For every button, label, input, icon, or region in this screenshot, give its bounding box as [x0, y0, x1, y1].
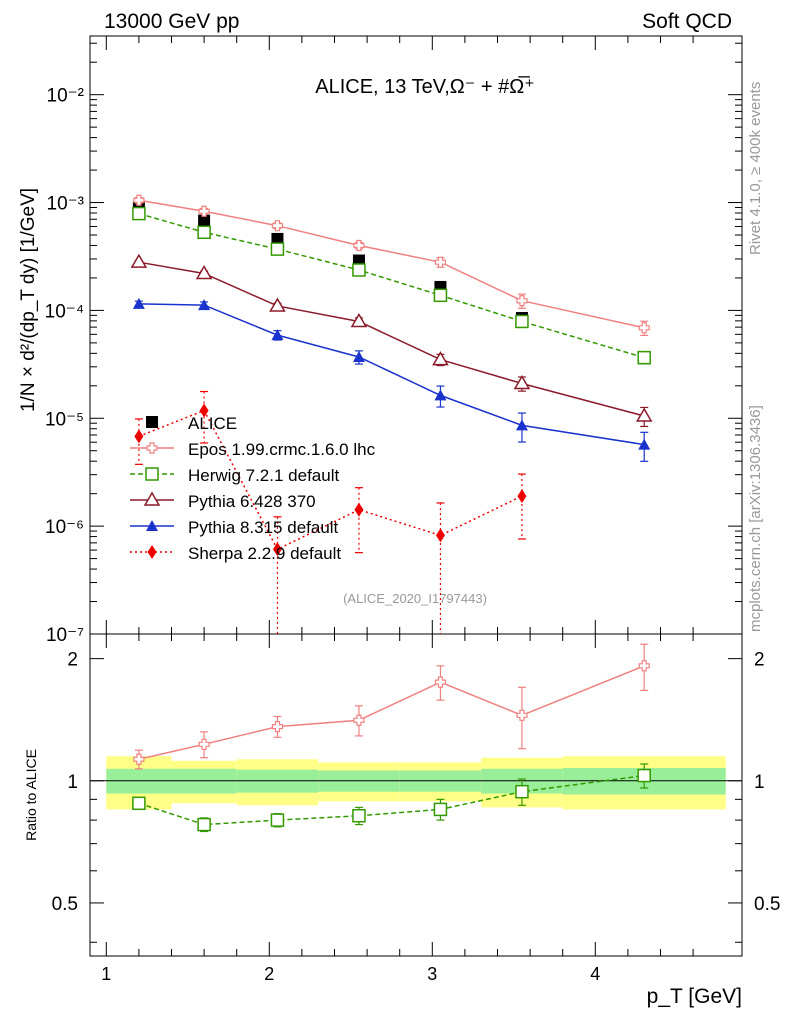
- legend-marker-alice: [146, 416, 158, 428]
- data-point: [350, 312, 368, 328]
- data-point: [270, 242, 285, 256]
- ratio-point: [352, 809, 366, 823]
- data-point: [513, 375, 531, 390]
- y-tick-label: 10⁻⁵: [45, 409, 84, 430]
- data-point: [272, 542, 282, 557]
- legend-label: Sherpa 2.2.9 default: [188, 544, 341, 563]
- data-point: [195, 264, 213, 280]
- data-point: [353, 239, 365, 252]
- data-point: [515, 419, 528, 431]
- main-plot-area: [130, 194, 653, 634]
- data-point: [637, 350, 651, 365]
- legend-label: Herwig 7.2.1 default: [188, 466, 339, 485]
- ratio-point: [516, 709, 528, 721]
- data-point: [516, 295, 528, 307]
- ratio-tick-label: 0.5: [754, 894, 780, 915]
- header-left: 13000 GeV pp: [104, 10, 239, 33]
- data-point: [134, 429, 144, 444]
- ratio-point: [197, 817, 211, 832]
- data-point: [133, 194, 145, 206]
- rivet-label: Rivet 4.1.0, ≥ 400k events: [747, 82, 764, 255]
- axis-ticks: 1 2 3 4 10⁻⁷ 10⁻⁶ 10⁻⁵ 10⁻⁴ 10⁻³ 10⁻² 0.5 0.5 1 1 2 2: [45, 36, 780, 984]
- x-tick-label: 1: [101, 964, 111, 984]
- data-point: [130, 253, 148, 268]
- ratio-tick-label: 0.5: [52, 894, 78, 915]
- ratio-tick-label: 2: [754, 650, 765, 671]
- ratio-line: [138, 665, 645, 760]
- ratio-point: [270, 813, 285, 827]
- data-point: [638, 438, 651, 450]
- y-tick-label: 10⁻⁷: [46, 625, 84, 646]
- data-point: [198, 205, 210, 217]
- data-point: [435, 528, 445, 543]
- data-point-alice: [198, 214, 211, 227]
- data-point: [269, 297, 286, 312]
- legend-label: Pythia 8.315 default: [188, 518, 339, 537]
- header-right: Soft QCD: [642, 10, 732, 33]
- data-point: [515, 314, 529, 329]
- data-point: [635, 407, 653, 422]
- ratio-tick-label: 1: [67, 772, 78, 793]
- y-tick-label: 10⁻⁴: [45, 301, 84, 322]
- legend-marker: [146, 520, 158, 531]
- data-point: [132, 297, 145, 309]
- ratio-point: [638, 660, 650, 672]
- series-line: [138, 261, 645, 417]
- ratio-point: [434, 676, 447, 688]
- data-point: [517, 489, 527, 504]
- ratio-point: [133, 753, 145, 765]
- data-point: [352, 263, 366, 277]
- x-tick-label: 3: [427, 964, 437, 984]
- ratio-point: [271, 720, 284, 733]
- ratio-point: [433, 802, 448, 817]
- ratio-axis-label: Ratio to ALICE: [23, 749, 39, 841]
- legend-marker: [145, 467, 159, 481]
- data-point: [271, 220, 284, 232]
- ratio-tick-label: 1: [754, 772, 765, 793]
- data-point-alice: [271, 232, 284, 245]
- data-point: [434, 389, 447, 401]
- legend-label: Pythia 6.428 370: [188, 492, 316, 511]
- legend-marker: [143, 491, 161, 506]
- ratio-point: [515, 784, 529, 799]
- data-point: [271, 329, 284, 341]
- data-point: [199, 403, 209, 418]
- x-axis-label: p_T [GeV]: [647, 985, 742, 1008]
- data-point: [198, 299, 211, 311]
- series-lines: [130, 194, 653, 833]
- legend-marker: [147, 545, 157, 559]
- data-point: [352, 350, 365, 362]
- y-tick-label: 10⁻²: [47, 86, 85, 107]
- y-tick-label: 10⁻⁶: [45, 517, 84, 538]
- data-point: [132, 206, 146, 221]
- data-point: [432, 351, 449, 366]
- legend: ALICE Epos 1.99.crmc.1.6.0 lhc Herwig 7.2.…: [130, 414, 376, 563]
- y-axis-label: 1/N × d²/(dp_T dy) [1/GeV]: [18, 188, 39, 412]
- analysis-id: (ALICE_2020_I1797443): [343, 591, 487, 606]
- ratio-tick-label: 2: [67, 650, 78, 671]
- x-tick-label: 2: [264, 964, 274, 984]
- legend-label: Epos 1.99.crmc.1.6.0 lhc: [188, 440, 376, 459]
- data-point: [197, 225, 211, 240]
- data-point: [354, 502, 364, 517]
- y-tick-label: 10⁻³: [47, 194, 85, 215]
- mcplots-label: mcplots.cern.ch [arXiv:1306.3436]: [747, 405, 764, 632]
- ratio-point: [198, 738, 210, 750]
- data-point: [638, 322, 650, 334]
- legend-marker: [146, 442, 158, 454]
- ratio-point: [353, 714, 365, 726]
- ratio-point: [132, 796, 146, 811]
- ratio-plot-area: [132, 643, 651, 833]
- legend-label-alice: ALICE: [188, 414, 237, 433]
- ratio-plot-frame: [89, 633, 743, 957]
- x-tick-label: 4: [590, 964, 600, 984]
- data-point: [433, 288, 448, 303]
- data-point: [434, 256, 447, 268]
- chart-title: ALICE, 13 TeV,Ω⁻ + #Ω̅⁺: [315, 75, 534, 98]
- ratio-point: [637, 768, 651, 783]
